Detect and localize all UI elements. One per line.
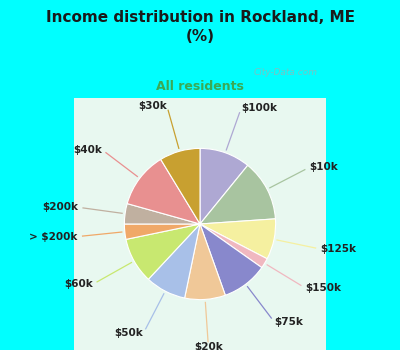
Text: $50k: $50k [115,328,144,338]
Wedge shape [124,204,200,224]
Text: All residents: All residents [156,80,244,93]
Text: $125k: $125k [320,244,356,254]
Text: Income distribution in Rockland, ME
(%): Income distribution in Rockland, ME (%) [46,10,354,44]
Wedge shape [161,148,200,224]
Wedge shape [185,224,225,300]
Wedge shape [127,159,200,224]
Wedge shape [200,148,248,224]
Text: > $200k: > $200k [29,232,78,242]
Wedge shape [148,224,200,298]
Text: $60k: $60k [64,279,93,289]
Text: $40k: $40k [73,145,102,155]
Text: $75k: $75k [274,317,303,327]
FancyBboxPatch shape [29,52,371,350]
Wedge shape [126,224,200,279]
Text: $200k: $200k [42,202,78,212]
Wedge shape [200,165,276,224]
Wedge shape [200,224,262,295]
Text: $10k: $10k [309,162,338,173]
Text: $20k: $20k [194,342,223,350]
Text: $100k: $100k [241,103,277,113]
Wedge shape [124,224,200,239]
Wedge shape [200,224,267,268]
Wedge shape [200,219,276,259]
Text: City-Data.com: City-Data.com [254,68,318,77]
Text: $30k: $30k [138,100,167,111]
Text: $150k: $150k [305,283,341,293]
